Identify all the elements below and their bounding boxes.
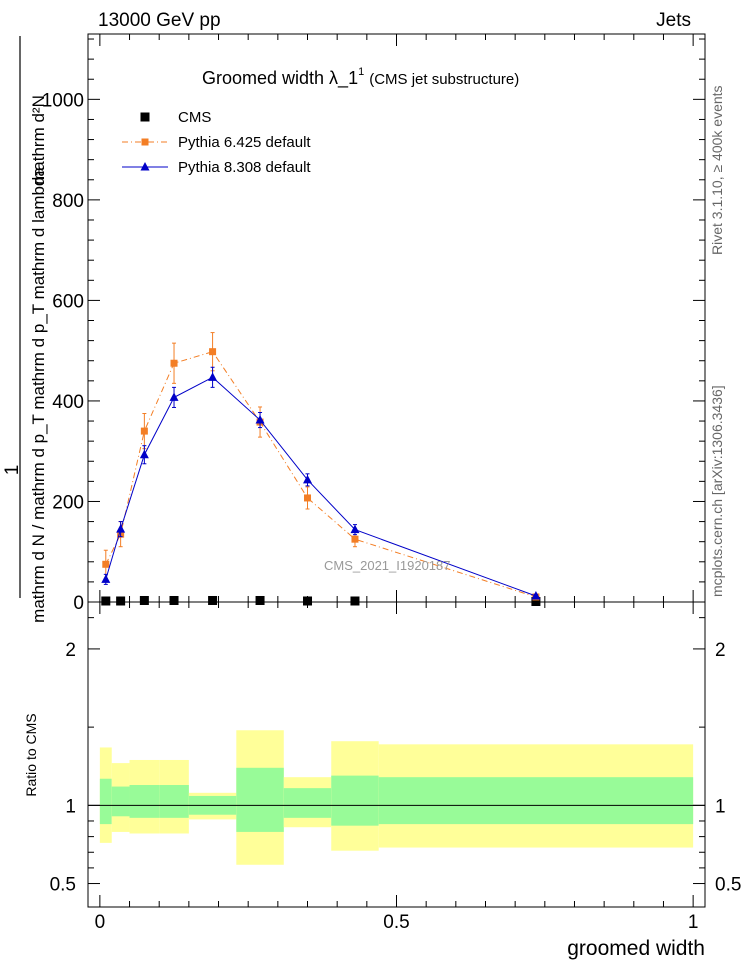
ratio-tick-label-2: 2 xyxy=(65,640,76,661)
data-point xyxy=(140,427,148,435)
data-point xyxy=(208,372,218,381)
ratio-tick-label-right-0: 0.5 xyxy=(715,875,741,896)
watermark: CMS_2021_I1920187 xyxy=(324,558,451,573)
data-point xyxy=(351,535,359,543)
ratio-band-inner xyxy=(236,767,284,832)
ratio-tick-label-right-1: 1 xyxy=(715,796,726,817)
y-tick-label-4: 800 xyxy=(52,191,84,212)
plot-title-main: Groomed width λ_1 xyxy=(202,68,358,89)
data-point xyxy=(170,359,178,367)
data-point xyxy=(304,494,312,502)
legend-label-2: Pythia 8.308 default xyxy=(178,159,311,176)
data-point xyxy=(255,595,265,605)
y-label-pre: 1 xyxy=(2,465,23,476)
ratio-band-inner xyxy=(283,788,332,818)
y-axis-label: 1 mathrm d²N mathrm d N / mathrm d p_T m… xyxy=(2,36,48,623)
legend-label-0: CMS xyxy=(178,109,211,126)
ratio-band-inner xyxy=(378,777,694,825)
y-tick-label-3: 600 xyxy=(52,291,84,312)
ratio-band-inner xyxy=(99,778,112,825)
data-point xyxy=(116,596,126,606)
ratio-tick-label-0: 0.5 xyxy=(50,875,76,896)
y-tick-label-5: 1000 xyxy=(42,90,84,111)
ratio-tick-label-right-2: 2 xyxy=(715,640,726,661)
plot-title-sup: 1 xyxy=(358,66,364,78)
data-point xyxy=(169,392,179,401)
data-point xyxy=(303,596,313,606)
y-tick-label-0: 0 xyxy=(73,593,84,614)
x-tick-label-0: 0 xyxy=(95,912,106,933)
ratio-band-inner xyxy=(331,775,379,826)
series-line-1 xyxy=(105,351,537,598)
data-point xyxy=(303,474,313,484)
y-tick-label-2: 400 xyxy=(52,392,84,413)
data-point xyxy=(116,524,126,533)
legend: CMS Pythia 6.425 default Pythia 8.308 defa… xyxy=(122,109,311,176)
mcplots-label: mcplots.cern.ch [arXiv:1306.3436] xyxy=(709,385,725,597)
data-point xyxy=(531,596,541,606)
plot-title-sub: (CMS jet substructure) xyxy=(369,71,519,88)
data-point xyxy=(101,574,111,583)
data-point xyxy=(350,596,360,606)
ratio-band-inner xyxy=(129,785,160,818)
y-label-num: mathrm d²N xyxy=(29,95,48,185)
data-point xyxy=(139,595,149,605)
x-tick-label-2: 1 xyxy=(688,912,699,933)
ratio-tick-label-1: 1 xyxy=(65,796,76,817)
legend-marker-0 xyxy=(140,112,150,122)
x-axis-label: groomed width xyxy=(567,937,705,960)
ratio-plot: 0.5 0.5 1 1 2 2 0 0.5 1 Ratio to CMS xyxy=(23,601,741,933)
data-point xyxy=(209,348,217,356)
ratio-band-inner xyxy=(159,785,189,818)
y-tick-label-1: 200 xyxy=(52,492,84,513)
y-label-den: mathrm d N / mathrm d p_T mathrm d p_T m… xyxy=(29,167,48,623)
legend-marker-2 xyxy=(140,162,150,171)
plot-title: Groomed width λ_11 (CMS jet substructure) xyxy=(202,66,519,89)
data-point xyxy=(139,449,149,459)
data-point xyxy=(531,590,541,600)
rivet-label: Rivet 3.1.10, ≥ 400k events xyxy=(709,85,725,255)
ratio-band-inner xyxy=(111,786,130,817)
legend-label-1: Pythia 6.425 default xyxy=(178,134,311,151)
x-tick-label-1: 0.5 xyxy=(383,912,409,933)
data-point xyxy=(350,524,360,534)
data-point xyxy=(169,595,179,605)
main-plot: 0 200 400 600 800 1000 Groomed width λ_11 (CMS… xyxy=(42,33,706,614)
ratio-y-label: Ratio to CMS xyxy=(23,713,39,796)
header-right: Jets xyxy=(656,10,691,31)
data-point xyxy=(255,415,265,424)
data-point xyxy=(101,596,111,606)
legend-marker-1 xyxy=(141,138,149,146)
header-left: 13000 GeV pp xyxy=(98,10,221,31)
series-line-2 xyxy=(105,376,537,597)
data-point xyxy=(102,560,110,568)
data-point xyxy=(208,595,218,605)
